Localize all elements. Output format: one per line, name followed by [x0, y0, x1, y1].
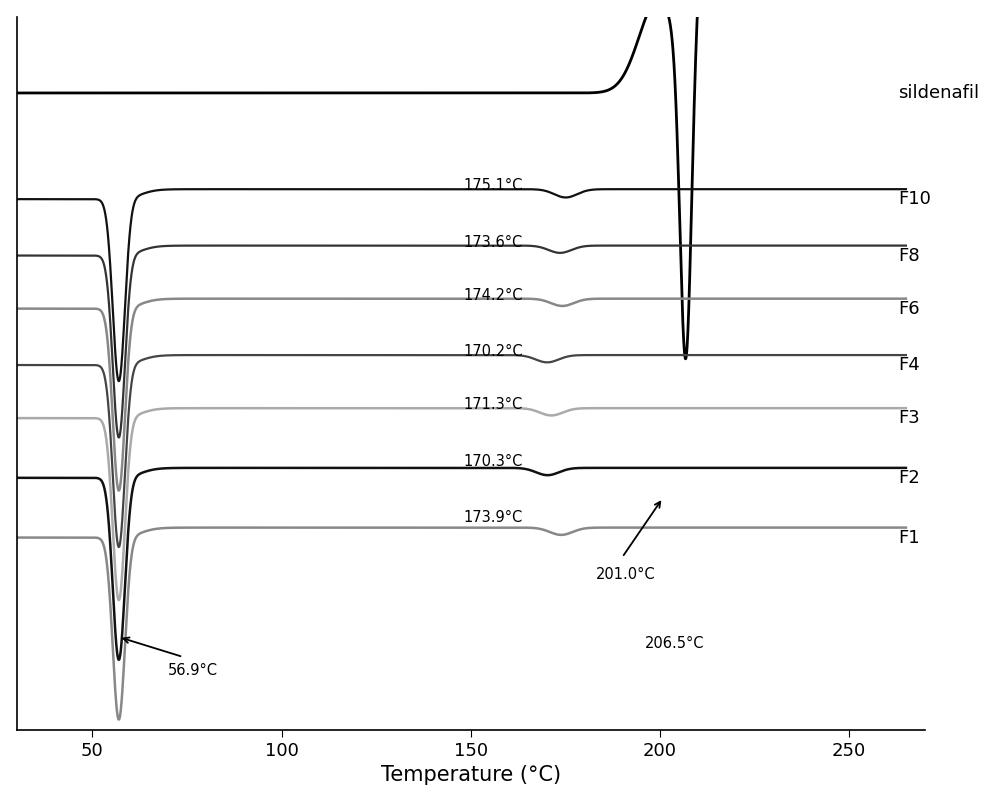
Text: 173.9°C: 173.9°C: [463, 510, 522, 525]
Text: 171.3°C: 171.3°C: [463, 397, 522, 412]
Text: F2: F2: [898, 469, 920, 487]
Text: F3: F3: [898, 409, 920, 427]
X-axis label: Temperature (°C): Temperature (°C): [381, 765, 561, 785]
Text: 170.2°C: 170.2°C: [463, 344, 523, 359]
Text: F4: F4: [898, 356, 920, 374]
Text: 206.5°C: 206.5°C: [645, 636, 704, 651]
Text: 201.0°C: 201.0°C: [596, 566, 655, 581]
Text: sildenafil: sildenafil: [898, 84, 979, 102]
Text: F10: F10: [898, 190, 931, 209]
Text: 56.9°C: 56.9°C: [168, 662, 218, 678]
Text: 175.1°C: 175.1°C: [463, 178, 523, 193]
Text: 170.3°C: 170.3°C: [463, 454, 523, 468]
Text: F1: F1: [898, 529, 920, 546]
Text: 174.2°C: 174.2°C: [463, 288, 523, 303]
Text: F8: F8: [898, 246, 920, 265]
Text: 173.6°C: 173.6°C: [463, 235, 522, 249]
Text: F6: F6: [898, 300, 920, 318]
